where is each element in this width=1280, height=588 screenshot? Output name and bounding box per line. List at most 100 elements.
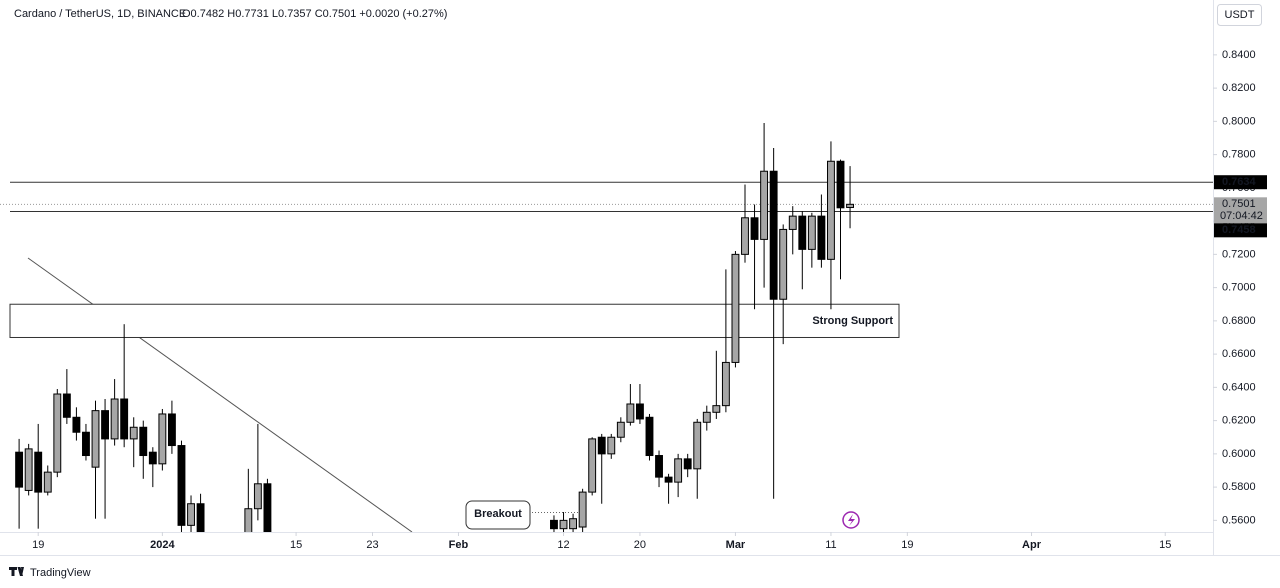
level-tag: 0.7634 xyxy=(1222,176,1257,188)
current-price: 0.7501 xyxy=(1222,198,1256,210)
candle-body xyxy=(148,451,157,465)
candle-body xyxy=(129,426,138,440)
candle-body xyxy=(177,445,186,526)
candle-body xyxy=(741,217,749,255)
candle-body xyxy=(120,398,129,440)
x-tick-label: Mar xyxy=(726,539,746,551)
y-tick-label: 0.8000 xyxy=(1222,115,1256,127)
y-tick-label: 0.5800 xyxy=(1222,481,1256,493)
y-tick-label: 0.7800 xyxy=(1222,149,1256,161)
candle-body xyxy=(62,393,71,418)
candle-body xyxy=(635,403,644,420)
candle-body xyxy=(674,458,683,483)
candle-body xyxy=(664,476,673,483)
candle-body xyxy=(550,519,558,530)
candle-body xyxy=(626,403,635,423)
candle-body xyxy=(253,483,262,510)
x-tick-label: 20 xyxy=(634,539,646,551)
candle-body xyxy=(779,228,788,300)
candle-body xyxy=(731,253,740,363)
candle-body xyxy=(588,438,597,493)
y-tick-label: 0.6800 xyxy=(1222,315,1256,327)
annotation-box xyxy=(465,500,531,530)
candle-body xyxy=(807,215,816,250)
candle-body xyxy=(607,436,616,455)
logo-icon xyxy=(9,567,24,576)
candle-body xyxy=(34,451,43,493)
candle-body xyxy=(846,203,854,208)
x-tick-label: 15 xyxy=(1159,539,1171,551)
x-tick-label: Apr xyxy=(1022,539,1042,551)
candle-body xyxy=(616,421,625,438)
x-tick-label: 11 xyxy=(825,539,836,551)
candle-body xyxy=(43,471,52,493)
candle-body xyxy=(72,416,81,433)
candle-body xyxy=(559,519,568,530)
level-tag-bg xyxy=(1214,223,1267,238)
candle-body xyxy=(712,405,721,413)
candle-body xyxy=(82,431,90,457)
level-tag: 0.7458 xyxy=(1222,224,1256,236)
level-tag-bg xyxy=(1214,175,1267,190)
candle-body xyxy=(110,398,119,440)
y-tick-label: 0.7000 xyxy=(1222,282,1256,294)
x-tick-label: 15 xyxy=(290,539,302,551)
candle-body xyxy=(750,217,759,240)
x-tick-label: 19 xyxy=(901,539,913,551)
currency-button[interactable] xyxy=(1217,4,1262,26)
x-tick-label: 23 xyxy=(366,539,378,551)
annotation: Breakout xyxy=(474,508,522,520)
x-tick-label: 12 xyxy=(557,539,569,551)
candle-body xyxy=(693,421,702,470)
ohlc-readout: O0.7482 H0.7731 L0.7357 C0.7501 +0.0020 … xyxy=(182,8,447,20)
candle-body xyxy=(139,426,148,457)
candle-body xyxy=(683,458,692,470)
candle-body xyxy=(24,448,33,491)
y-tick-label: 0.8400 xyxy=(1222,49,1256,61)
candle-body xyxy=(53,393,62,473)
candle-body xyxy=(827,160,835,260)
current-tag-bg xyxy=(1214,197,1267,224)
background xyxy=(0,0,1280,555)
x-tick-label: 2024 xyxy=(150,539,175,551)
y-tick-label: 0.7200 xyxy=(1222,248,1256,260)
candle-body xyxy=(569,518,578,530)
candle-body xyxy=(15,451,24,488)
symbol-title: Cardano / TetherUS, 1D, BINANCE xyxy=(14,8,186,20)
candle-body xyxy=(101,410,110,440)
candle-body xyxy=(836,160,845,209)
x-tick-label: 19 xyxy=(32,539,44,551)
y-tick-label: 0.6000 xyxy=(1222,448,1256,460)
plot-area: Breakout Strong Support xyxy=(0,123,1213,532)
icon[interactable] xyxy=(842,511,860,529)
trendline xyxy=(27,257,413,532)
y-tick-label: 0.8200 xyxy=(1222,82,1256,94)
candle-body xyxy=(721,361,730,407)
candle-body xyxy=(597,436,606,455)
candle-body xyxy=(645,416,654,457)
candle-body xyxy=(196,503,205,532)
candle-body xyxy=(158,413,167,465)
candle-body xyxy=(769,170,778,300)
candle-body xyxy=(187,503,195,526)
y-tick-label: 0.5600 xyxy=(1222,514,1256,526)
candle-body xyxy=(578,491,587,528)
candle-body xyxy=(798,215,807,250)
candle-body xyxy=(760,170,769,240)
candle-body xyxy=(702,411,711,423)
support-zone xyxy=(9,303,900,338)
x-tick-label: Feb xyxy=(449,539,469,551)
candle-body xyxy=(817,215,826,260)
zone-label: Strong Support xyxy=(812,315,893,327)
y-tick-label: 0.6600 xyxy=(1222,348,1256,360)
candle-body xyxy=(263,483,272,532)
icon xyxy=(848,514,855,526)
y-tick-label: 0.6400 xyxy=(1222,381,1256,393)
candle-body xyxy=(91,410,100,468)
candle-body xyxy=(167,413,176,447)
logo xyxy=(9,567,24,576)
candle-body xyxy=(244,508,253,532)
candle-body xyxy=(788,215,797,230)
